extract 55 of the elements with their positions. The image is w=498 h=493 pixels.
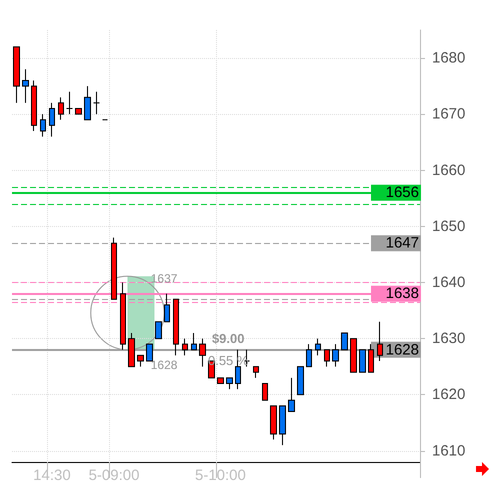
candlestick [350, 338, 357, 373]
y-tick-label: 1650 [432, 218, 466, 235]
candlestick [253, 366, 259, 378]
ref-line-label: 1647 [386, 234, 419, 252]
candlestick [13, 46, 20, 104]
candlestick [359, 349, 366, 373]
candlestick [128, 332, 135, 368]
x-tick-label: 5-10:00 [194, 467, 246, 484]
ref-line-label: 1656 [386, 184, 419, 202]
candlestick [49, 102, 55, 138]
annotation: 1628 [150, 358, 178, 372]
y-tick-label: 1610 [432, 442, 466, 460]
candlestick [270, 405, 277, 440]
candlestick [341, 332, 348, 350]
candlestick [199, 338, 206, 368]
x-tick-label: 14:30 [33, 467, 71, 484]
annotation: $9.00 [212, 331, 245, 346]
candlestick [279, 405, 286, 446]
y-tick-label: 1630 [432, 330, 466, 348]
candlestick [173, 298, 179, 356]
candlestick [137, 354, 144, 368]
candlestick [22, 68, 29, 104]
candlestick [146, 344, 153, 362]
candlestick [191, 332, 197, 350]
candlestick [226, 377, 233, 390]
ref-line-label: 1638 [386, 285, 419, 302]
candlestick [155, 321, 162, 340]
y-tick-label: 1660 [432, 162, 466, 179]
candlestick [31, 80, 37, 132]
candlestick [324, 349, 330, 368]
candlestick [66, 91, 73, 115]
candlestick [75, 108, 82, 115]
candlestick [288, 377, 295, 412]
candlestick [306, 344, 312, 368]
candlestick [332, 344, 339, 368]
candlestick [120, 282, 126, 350]
candlestick [315, 338, 321, 356]
candlestick [377, 321, 383, 362]
candlestick [111, 237, 117, 300]
x-tick-label: 5-09:00 [88, 467, 140, 484]
candlestick [182, 338, 188, 356]
candlestick [93, 91, 100, 115]
y-tick-label: 1620 [432, 386, 466, 404]
candlestick [262, 382, 268, 401]
candlestick [217, 377, 224, 384]
candlestick [164, 293, 170, 322]
candlestick [368, 344, 374, 373]
candlestick [40, 114, 46, 138]
candlestick [84, 86, 91, 120]
y-tick-label: 1640 [432, 274, 466, 291]
y-tick-label: 1670 [432, 106, 466, 123]
ref-line-label: 1628 [386, 341, 419, 358]
candlestick [58, 96, 64, 120]
y-tick-label: 1680 [432, 50, 466, 67]
candlestick [297, 366, 304, 396]
